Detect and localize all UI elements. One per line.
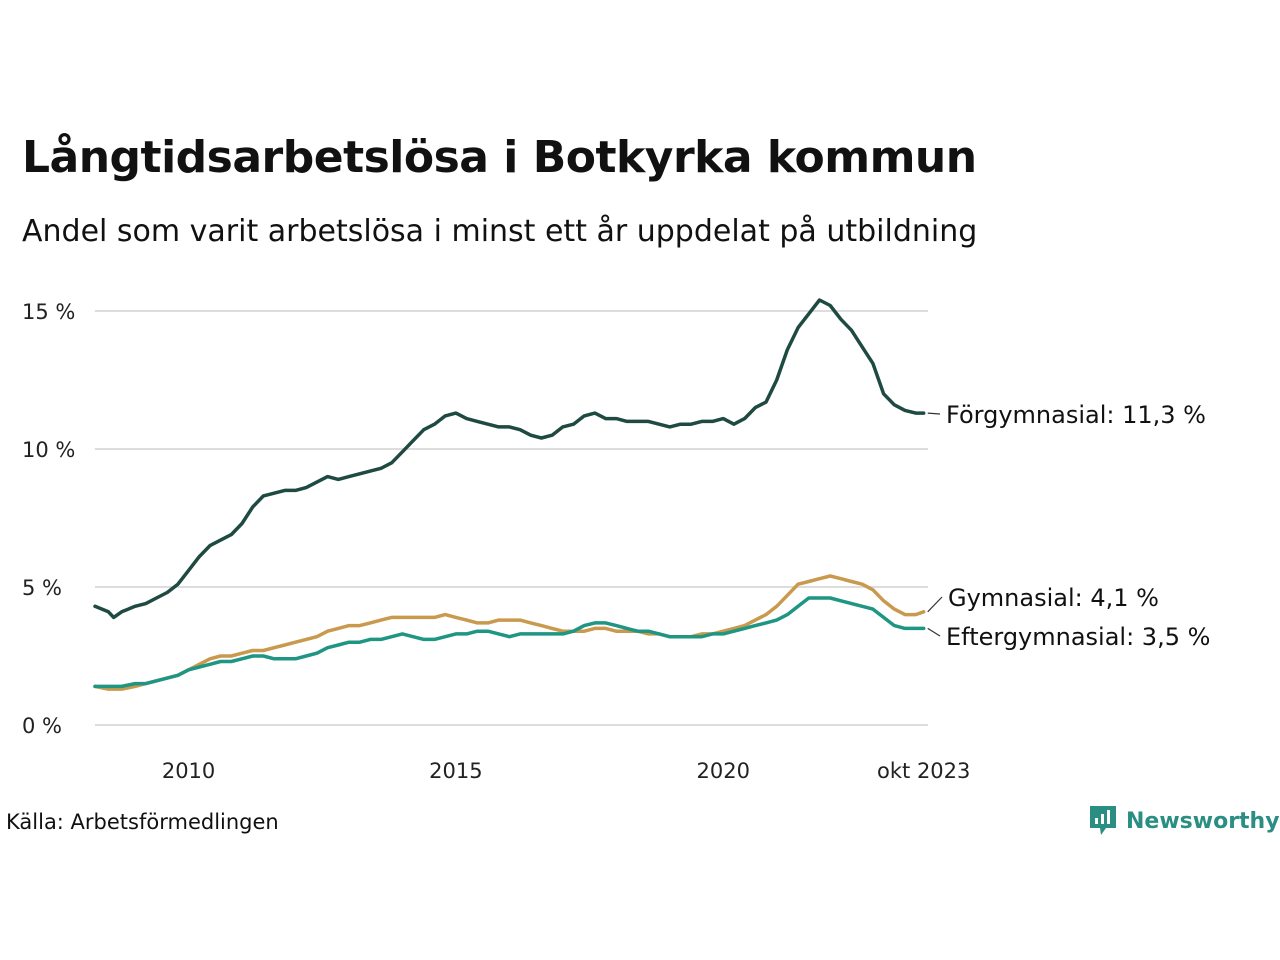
series-label-eftergymnasial: Eftergymnasial: 3,5 % — [946, 623, 1210, 651]
y-tick-label: 0 % — [22, 714, 62, 738]
chart-subtitle: Andel som varit arbetslösa i minst ett å… — [22, 214, 978, 249]
y-tick-label: 10 % — [22, 438, 75, 462]
x-tick-label: okt 2023 — [877, 759, 970, 783]
series-label-förgymnasial: Förgymnasial: 11,3 % — [946, 401, 1206, 429]
y-tick-label: 15 % — [22, 300, 75, 324]
series-labels: Förgymnasial: 11,3 % Gymnasial: 4,1 % Efte… — [927, 401, 1210, 651]
source-note: Källa: Arbetsförmedlingen — [6, 810, 279, 834]
x-tick-label: 2010 — [162, 759, 215, 783]
chart-title: Långtidsarbetslösa i Botkyrka kommun — [22, 132, 977, 183]
y-axis-ticks: 0 % 5 % 10 % 15 % — [22, 300, 75, 738]
series-line-förgymnasial — [93, 298, 926, 620]
series-line-eftergymnasial — [93, 596, 926, 689]
gridlines — [95, 310, 928, 726]
series-label-gymnasial: Gymnasial: 4,1 % — [948, 584, 1159, 612]
x-tick-label: 2015 — [429, 759, 482, 783]
label-leader-line — [927, 627, 941, 637]
y-tick-label: 5 % — [22, 576, 62, 600]
series-line-gymnasial — [93, 574, 926, 691]
x-axis-ticks: 2010 2015 2020 okt 2023 — [162, 759, 971, 783]
x-tick-label: 2020 — [696, 759, 749, 783]
series-lines — [93, 298, 926, 691]
label-leader-line — [927, 596, 943, 613]
brand-logo: Newsworthy — [1088, 804, 1280, 838]
label-leader-line — [927, 412, 941, 415]
brand-name: Newsworthy — [1126, 808, 1280, 834]
newsworthy-logo-icon — [1090, 806, 1116, 835]
